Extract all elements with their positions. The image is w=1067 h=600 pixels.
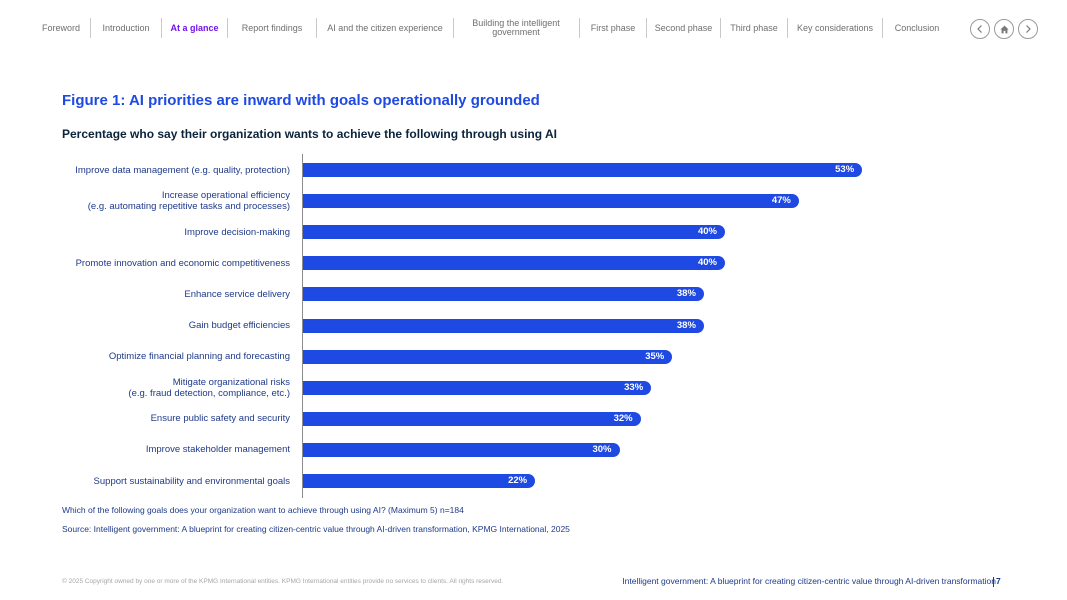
nav-divider — [579, 18, 580, 38]
chevron-right-icon — [1026, 25, 1031, 33]
category-label: Mitigate organizational risks (e.g. fraud… — [40, 377, 290, 399]
nav-item-report-findings[interactable]: Report findings — [241, 22, 303, 33]
category-label-line: Promote innovation and economic competit… — [75, 257, 290, 269]
category-label: Enhance service delivery — [40, 289, 290, 300]
category-label-line: Enhance service delivery — [184, 288, 290, 300]
nav-divider — [882, 18, 883, 38]
bar-value-label: 33% — [624, 381, 644, 393]
bar-value-label: 30% — [592, 443, 612, 455]
nav-divider — [227, 18, 228, 38]
bar — [303, 256, 725, 271]
bar — [303, 318, 704, 333]
nav-divider — [453, 18, 454, 38]
nav-item-at-a-glance[interactable]: At a glance — [170, 22, 219, 33]
back-button[interactable] — [970, 19, 990, 39]
category-label-line: Optimize financial planning and forecast… — [108, 351, 290, 363]
nav-divider — [316, 18, 317, 38]
nav-divider — [720, 18, 721, 38]
category-label-line: Improve data management (e.g. quality, p… — [75, 164, 290, 176]
copyright-text: © 2025 Copyright owned by one or more of… — [62, 578, 504, 585]
footer-report-title: Intelligent government: A blueprint for … — [622, 576, 996, 586]
bar-value-label: 22% — [508, 475, 528, 486]
category-label-line: Mitigate organizational risks — [172, 376, 290, 388]
nav-item-second-phase[interactable]: Second phase — [654, 22, 713, 33]
category-label: Ensure public safety and security — [40, 413, 290, 424]
bar — [303, 287, 704, 302]
bar — [303, 194, 799, 209]
footer-divider — [993, 577, 994, 587]
survey-question-note: Which of the following goals does your o… — [62, 505, 464, 515]
figure-title: Figure 1: AI priorities are inward with … — [62, 92, 540, 109]
category-label-line: Improve stakeholder management — [145, 444, 290, 456]
category-label: Optimize financial planning and forecast… — [40, 351, 290, 362]
home-icon — [999, 25, 1009, 33]
bar-value-label: 32% — [613, 412, 633, 424]
nav-item-foreword[interactable]: Foreword — [41, 22, 80, 33]
bar — [303, 380, 652, 395]
nav-item-third-phase[interactable]: Third phase — [730, 22, 778, 33]
bar-value-label: 35% — [645, 350, 665, 362]
nav-divider — [90, 18, 91, 38]
category-label: Increase operational efficiency (e.g. aut… — [40, 190, 290, 212]
bar-value-label: 38% — [676, 288, 696, 300]
category-label-line: Support sustainability and environmental… — [93, 475, 290, 487]
nav-item-ai-citizen-experience[interactable]: AI and the citizen experience — [327, 22, 443, 33]
source-note: Source: Intelligent government: A bluepr… — [62, 524, 570, 534]
home-button[interactable] — [994, 19, 1014, 39]
chevron-left-icon — [977, 25, 982, 33]
top-navigation: Foreword Introduction At a glance Report… — [0, 12, 1067, 44]
bar-value-label: 47% — [771, 195, 791, 207]
nav-item-first-phase[interactable]: First phase — [590, 22, 636, 33]
bar — [303, 163, 863, 177]
chart-axis-line — [302, 154, 303, 498]
bar-value-label: 40% — [697, 226, 717, 238]
nav-divider — [161, 18, 162, 38]
category-label: Improve data management (e.g. quality, p… — [40, 165, 290, 176]
page-number: 7 — [996, 576, 1001, 586]
category-label-line: (e.g. fraud detection, compliance, etc.) — [128, 387, 290, 399]
nav-item-key-considerations[interactable]: Key considerations — [796, 22, 874, 33]
category-label-line: Increase operational efficiency — [161, 190, 290, 202]
nav-divider — [646, 18, 647, 38]
bar-value-label: 53% — [835, 164, 855, 175]
nav-divider — [787, 18, 788, 38]
category-label: Improve decision-making — [40, 227, 290, 238]
figure-subtitle: Percentage who say their organization wa… — [62, 127, 557, 141]
category-label-line: Improve decision-making — [184, 226, 290, 238]
nav-item-conclusion[interactable]: Conclusion — [894, 22, 940, 33]
bar — [303, 442, 620, 457]
category-label-line: (e.g. automating repetitive tasks and pr… — [87, 201, 290, 213]
bar — [303, 349, 673, 364]
bar — [303, 474, 536, 488]
bar — [303, 225, 725, 240]
bar-value-label: 40% — [697, 257, 717, 269]
forward-button[interactable] — [1018, 19, 1038, 39]
category-label: Promote innovation and economic competit… — [40, 258, 290, 269]
nav-item-building-intelligent-government[interactable]: Building the intelligent government — [472, 18, 560, 37]
nav-item-introduction[interactable]: Introduction — [102, 22, 150, 33]
bar-value-label: 38% — [676, 319, 696, 331]
category-label: Support sustainability and environmental… — [40, 476, 290, 487]
bar — [303, 411, 641, 426]
category-label-line: Gain budget efficiencies — [188, 320, 290, 331]
category-label-line: Ensure public safety and security — [150, 413, 290, 425]
category-label: Gain budget efficiencies — [40, 320, 290, 331]
category-label: Improve stakeholder management — [40, 444, 290, 455]
